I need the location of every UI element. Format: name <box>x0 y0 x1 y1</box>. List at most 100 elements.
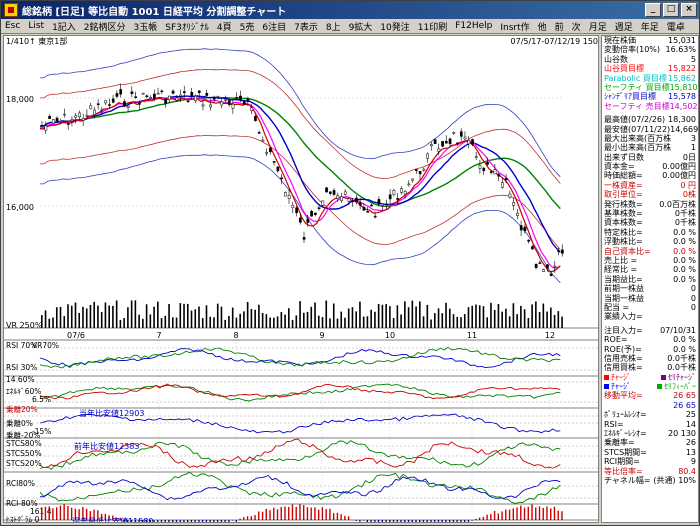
stock-chart[interactable]: 1/410↑ 東京1部 07/5/17-07/12/19 150 18,000 16,… <box>4 36 599 523</box>
volume-bar <box>325 300 328 328</box>
menu-item-11[interactable]: 9拡大 <box>348 22 373 33</box>
info-row: ｴﾈﾙｷﾞｰﾚｼｵ= 20 130 <box>602 429 698 438</box>
title-bar: 総銘柄 [日足] 等比自動 1001 日経平均 分割調整チャート _ □ × <box>1 1 699 19</box>
info-row: 山谷数 5 <box>602 55 698 64</box>
volume-bar <box>265 314 268 328</box>
volume-bar <box>467 307 470 328</box>
histogram-bar <box>553 506 556 520</box>
candle-body <box>504 178 508 181</box>
volume-bar <box>478 305 481 328</box>
divergence-minus20-label: 乗離-20% <box>6 430 40 440</box>
candle-body <box>265 152 269 154</box>
info-value: 0.0 % <box>673 344 696 354</box>
volume-bar <box>561 316 563 328</box>
menu-item-17[interactable]: 前 <box>554 22 564 33</box>
volume-bar <box>411 300 414 328</box>
info-value: 0千株 <box>674 209 696 219</box>
menu-item-10[interactable]: 8上 <box>325 22 341 33</box>
menu-item-22[interactable]: 電卓 <box>666 22 685 33</box>
menu-item-6[interactable]: 4頁 <box>216 22 232 33</box>
candle-body <box>138 102 141 105</box>
histogram-bar <box>89 511 92 520</box>
menu-item-1[interactable]: List <box>28 21 45 31</box>
candle-body <box>531 246 534 250</box>
info-key: RCI期間= <box>604 457 640 467</box>
volume-bar <box>224 319 226 328</box>
info-value: 07/10/31 <box>660 325 696 335</box>
candle-body <box>411 178 414 181</box>
histogram-bar <box>295 506 297 520</box>
info-key: 山谷買目標 <box>604 64 644 74</box>
menu-item-12[interactable]: 10発注 <box>380 22 410 33</box>
histogram-bar <box>303 505 305 520</box>
volume-bar <box>97 305 99 328</box>
info-row: 基準株数= 0千株 <box>602 209 698 218</box>
info-row: 売上比 = 0.0 % <box>602 256 698 265</box>
volume-bar <box>385 304 387 328</box>
info-value: 0 <box>690 284 696 294</box>
menu-item-18[interactable]: 次 <box>571 22 581 33</box>
volume-bar <box>179 303 182 328</box>
candle-body <box>355 197 358 203</box>
info-row: 当期一株益 0 <box>602 294 698 303</box>
volume-bar <box>138 314 140 328</box>
candle-body <box>261 139 265 142</box>
menu-item-15[interactable]: Insrt作 <box>500 22 530 33</box>
menu-item-14[interactable]: F12Help <box>455 21 493 31</box>
histogram-bar <box>448 520 451 522</box>
volume-bar <box>486 317 488 328</box>
menu-item-16[interactable]: 他 <box>537 22 547 33</box>
candle-body <box>332 190 336 195</box>
histogram-bar <box>231 520 234 521</box>
candle-body <box>321 200 325 206</box>
histogram-bar <box>452 520 455 522</box>
histogram-bar <box>561 511 563 520</box>
menu-item-0[interactable]: Esc <box>5 21 21 31</box>
maximize-button[interactable]: □ <box>663 3 679 17</box>
menu-item-20[interactable]: 週足 <box>614 22 633 33</box>
rci-line <box>39 471 561 504</box>
candle-body <box>291 204 295 208</box>
menu-item-4[interactable]: 3玉帳 <box>133 22 158 33</box>
histogram-bar <box>531 504 533 520</box>
volume-bar <box>112 305 114 328</box>
legend-entry: ﾁｬｰｼﾞ <box>604 373 631 382</box>
volume-bar <box>516 314 518 328</box>
info-key: 信用買株= <box>604 363 643 373</box>
menu-item-8[interactable]: 6注目 <box>262 22 287 33</box>
volume-bar <box>374 311 376 328</box>
histogram-bar <box>527 506 529 520</box>
histogram-bar <box>228 520 230 522</box>
info-key: 山谷数 <box>604 54 628 64</box>
candle-body <box>55 117 59 122</box>
info-value: 0 円 <box>680 180 696 190</box>
histogram-bar <box>516 507 518 520</box>
volume-bar <box>142 318 144 328</box>
menu-item-5[interactable]: SF3ｵﾘｼﾞﾅﾙ <box>165 22 209 33</box>
histogram-bar <box>41 507 43 520</box>
info-row: 移動平均= 26 65 <box>602 391 698 400</box>
candle-body <box>284 192 287 197</box>
candle-body <box>100 109 104 111</box>
menu-item-2[interactable]: 1記入 <box>52 22 76 33</box>
menu-item-19[interactable]: 月足 <box>588 22 607 33</box>
histogram-bar <box>220 520 223 522</box>
histogram-bar <box>493 510 496 520</box>
chart-area[interactable]: 1/410↑ 東京1部 07/5/17-07/12/19 150 18,000 16,… <box>3 35 599 523</box>
info-key: RSI= <box>604 419 624 429</box>
info-row: 発行株数= 0.0百万株 <box>602 200 698 209</box>
minimize-button[interactable]: _ <box>645 3 661 17</box>
histogram-bar <box>512 508 514 520</box>
menu-item-7[interactable]: 5売 <box>239 22 255 33</box>
volume-bar <box>415 306 417 328</box>
close-button[interactable]: × <box>681 3 697 17</box>
candle-body <box>497 174 501 177</box>
candle-body <box>257 132 261 134</box>
menu-item-9[interactable]: 7表示 <box>294 22 318 33</box>
menu-item-3[interactable]: 2銘柄区分 <box>83 22 126 33</box>
volume-bar <box>130 300 133 328</box>
menu-item-13[interactable]: 11印刷 <box>417 22 448 33</box>
menu-item-21[interactable]: 年足 <box>640 22 659 33</box>
candle-body <box>403 190 407 195</box>
candle-body <box>190 92 194 97</box>
